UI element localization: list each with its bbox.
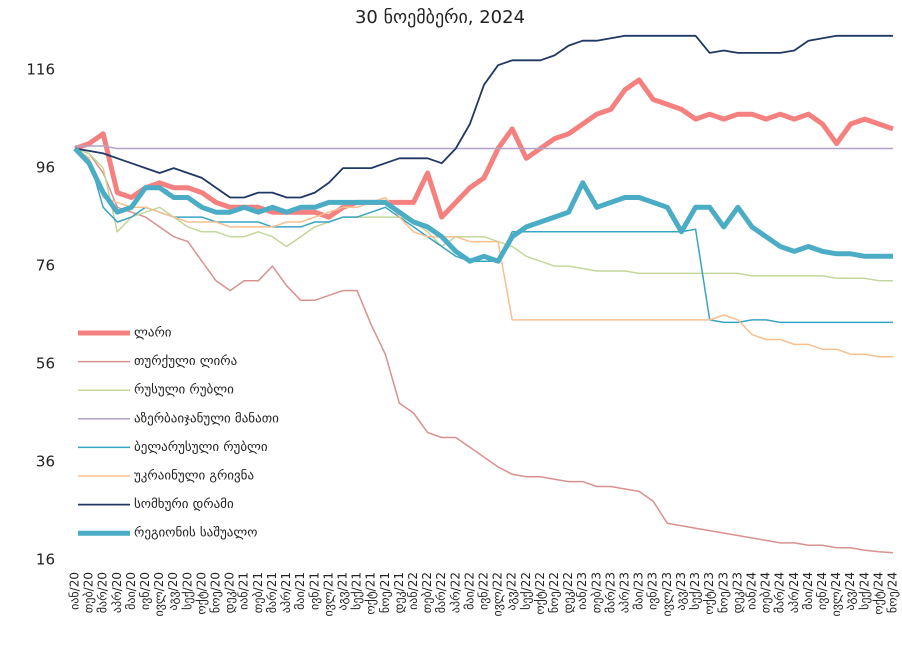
x-tick-label: ივლ/20 (152, 572, 166, 616)
x-tick-label: მაი/24 (801, 572, 815, 610)
x-tick-label: იან/24 (744, 572, 758, 610)
x-tick-label: აგვ/22 (505, 572, 519, 611)
x-tick-label: ივლ/24 (829, 572, 843, 616)
x-tick-label: სექ/23 (688, 572, 702, 610)
x-tick-label: მარ/21 (265, 572, 279, 613)
x-tick-label: ნოე/22 (547, 572, 561, 613)
series-line (74, 34, 893, 199)
x-tick-label: სექ/24 (857, 572, 871, 610)
series-line (74, 147, 893, 282)
x-tick-label: აგვ/20 (166, 572, 180, 611)
x-tick-label: ნოე/21 (378, 572, 392, 613)
x-tick-label: ივნ/24 (815, 572, 829, 610)
x-tick-label: დეკ/22 (561, 572, 575, 613)
y-tick-label: 56 (36, 355, 55, 373)
x-tick-label: ნოე/24 (886, 572, 900, 613)
series-line (74, 147, 893, 358)
x-tick-label: მარ/24 (773, 572, 787, 613)
x-tick-label: ივლ/21 (321, 572, 335, 616)
x-tick-label: სექ/22 (519, 572, 533, 610)
chart-title: 30 ნოემბერი, 2024 (355, 7, 525, 28)
legend-label: სომხური დრამი (134, 497, 234, 512)
x-tick-label: მარ/20 (96, 572, 110, 613)
x-tick-label: დეკ/20 (223, 572, 237, 613)
x-tick-label: თებ/23 (589, 572, 603, 613)
series-line (75, 145, 893, 150)
x-tick-label: აგვ/24 (843, 572, 857, 611)
x-tick-label: აპრ/22 (448, 572, 462, 613)
x-tick-label: იან/20 (68, 572, 82, 610)
x-tick-label: თებ/24 (759, 572, 773, 613)
x-tick-label: ივლ/22 (491, 572, 505, 616)
x-tick-label: თებ/20 (82, 572, 96, 613)
legend-label: რუსული რუბლი (134, 383, 234, 398)
x-tick-label: ნოე/20 (209, 572, 223, 613)
x-tick-label: ივნ/22 (477, 572, 491, 610)
x-tick-label: თებ/21 (251, 572, 265, 613)
y-tick-label: 96 (36, 159, 55, 177)
x-tick-label: მარ/23 (603, 572, 617, 613)
x-tick-label: სექ/21 (350, 572, 364, 610)
legend-label: რეგიონის საშუალო (134, 526, 257, 541)
legend-label: უკრაინული გრივნა (134, 469, 254, 484)
x-tick-label: ივნ/21 (307, 572, 321, 610)
legend-label: აზერბაიჯანული მანათი (134, 411, 279, 426)
y-tick-label: 16 (36, 551, 55, 569)
y-tick-label: 76 (36, 257, 55, 275)
x-tick-label: ივნ/20 (138, 572, 152, 610)
x-tick-label: ოქტ/24 (871, 572, 885, 615)
x-tick-label: იან/22 (406, 572, 420, 610)
x-tick-label: ოქტ/20 (194, 572, 208, 615)
x-tick-label: მაი/23 (632, 572, 646, 610)
x-tick-label: იან/23 (575, 572, 589, 610)
y-tick-label: 36 (36, 453, 55, 471)
x-tick-label: იან/21 (237, 572, 251, 610)
x-tick-label: მარ/22 (434, 572, 448, 613)
x-tick-label: სექ/20 (180, 572, 194, 610)
x-tick-label: აპრ/23 (618, 572, 632, 613)
x-tick-label: მაი/22 (462, 572, 476, 610)
x-tick-label: აპრ/24 (787, 572, 801, 613)
x-tick-label: აგვ/21 (335, 572, 349, 611)
legend-label: თურქული ლირა (134, 354, 237, 369)
series-line (74, 147, 894, 554)
x-tick-label: მაი/21 (293, 572, 307, 610)
x-tick-label: თებ/22 (420, 572, 434, 613)
x-tick-label: დეკ/23 (730, 572, 744, 613)
series-line (73, 146, 893, 264)
x-tick-label: აგვ/23 (674, 572, 688, 611)
legend-label: ლარი (134, 326, 172, 341)
legend-label: ბელარუსული რუბლი (134, 440, 268, 455)
x-tick-label: ივნ/23 (646, 572, 660, 610)
x-tick-label: ოქტ/22 (533, 572, 547, 615)
x-tick-label: ოქტ/21 (364, 572, 378, 615)
series-line (74, 77, 894, 220)
x-tick-label: დეკ/21 (392, 572, 406, 613)
x-tick-label: აპრ/21 (279, 572, 293, 613)
series-line (74, 147, 893, 324)
x-tick-label: ნოე/23 (716, 572, 730, 613)
x-tick-label: ივლ/23 (660, 572, 674, 616)
x-tick-label: ოქტ/23 (702, 572, 716, 615)
y-tick-label: 116 (26, 61, 55, 79)
x-tick-label: მაი/20 (124, 572, 138, 610)
x-tick-label: აპრ/20 (110, 572, 124, 613)
